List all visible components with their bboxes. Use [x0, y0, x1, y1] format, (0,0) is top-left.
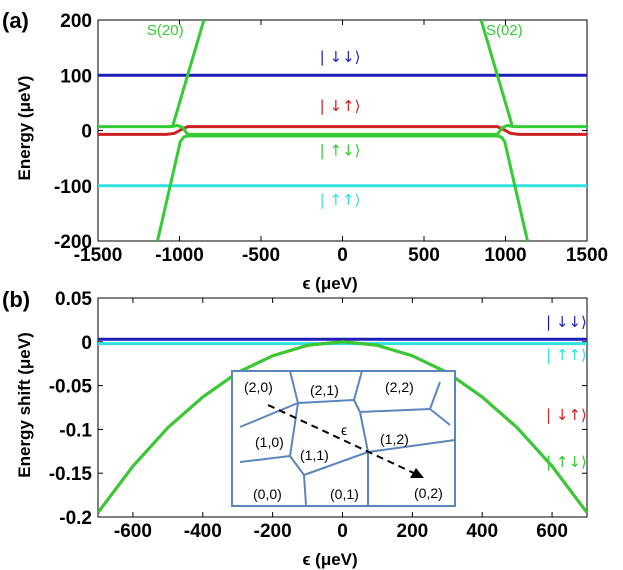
- panel-a-xtick-label: -1500: [74, 245, 123, 266]
- inset-arrow-label: ϵ: [341, 422, 347, 438]
- panel-a-xtick-label: 500: [408, 245, 440, 266]
- panel-a-annotation: | ↓↑⟩: [320, 97, 361, 115]
- panel-b-xlabel: ϵ (μeV): [302, 550, 357, 569]
- panel-b-legend-label: | ↑↓⟩: [546, 453, 587, 471]
- panel-a-xlabel: ϵ (μeV): [302, 274, 357, 293]
- inset-boundary-line: [297, 399, 355, 404]
- inset-boundary-line: [289, 370, 299, 404]
- inset-cell-label: (2,2): [385, 379, 414, 395]
- panel-a-ytick-label: 0: [81, 122, 92, 143]
- panel-b-xtick-label: -400: [184, 521, 222, 542]
- panel-b-legend-label: | ↑↑⟩: [546, 346, 587, 364]
- inset-boundary-line: [303, 451, 369, 476]
- panel-a-ytick-label: 200: [60, 11, 92, 32]
- panel-b-ytick-label: 0: [81, 333, 92, 354]
- panel-a-ylabel: Energy (μeV): [15, 76, 34, 181]
- panel-a-xtick-label: 1000: [484, 245, 526, 266]
- panel-b-xtick-label: -600: [114, 521, 152, 542]
- inset-boundary-line: [429, 381, 441, 410]
- inset-cell-label: (1,2): [380, 431, 409, 447]
- panel-a-annotation: | ↓↓⟩: [320, 48, 361, 66]
- panel-b-ytick-label: -0.05: [49, 377, 93, 398]
- panel-b-legend-label: | ↓↑⟩: [546, 406, 587, 424]
- panel-a-ytick-label: -200: [54, 232, 92, 253]
- panel-a-series-line: [98, 124, 587, 136]
- inset-frame: [231, 370, 456, 507]
- panel-a-label: (a): [2, 8, 29, 33]
- inset-boundary-line: [353, 399, 361, 413]
- panel-b-ylabel: Energy shift (μeV): [15, 332, 34, 477]
- inset-cell-label: (1,1): [300, 447, 329, 463]
- panel-a-xtick-label: -1000: [155, 245, 204, 266]
- panel-a-annotation: S(20): [147, 22, 184, 39]
- panel-b-plot-area: -600 -400 -200 0 200 400 600 0.05 0 -0.05 -0.1 -0.1…: [49, 289, 588, 542]
- panel-b-ytick-label: -0.15: [49, 464, 93, 485]
- inset-boundary-line: [353, 370, 363, 401]
- panel-a-series-line: [98, 125, 587, 136]
- panel-b-inset: (2,0) (2,1) (2,2) (1,0) (1,1) (1,2) (0,0) (0,1)…: [231, 370, 456, 507]
- panel-b-xtick-label: 400: [466, 521, 498, 542]
- panel-a-series-line: [171, 20, 206, 126]
- inset-boundary-line: [303, 474, 307, 506]
- inset-boundary-line: [367, 439, 456, 453]
- panel-b-ytick-label: 0.05: [55, 289, 92, 310]
- panel-b-label: (b): [2, 287, 30, 312]
- panel-b-ytick-label: -0.1: [59, 420, 92, 441]
- inset-cell-label: (0,2): [414, 485, 443, 501]
- panel-b-xtick-label: -200: [254, 521, 292, 542]
- inset-boundary-line: [289, 455, 305, 476]
- panel-b-series-group: [98, 337, 587, 514]
- inset-detuning-arrow-line: [267, 404, 419, 476]
- inset-cell-label: (0,0): [253, 486, 282, 502]
- panel-a-xtick-label: 1500: [566, 245, 608, 266]
- inset-cell-label: (2,0): [244, 379, 273, 395]
- inset-cell-label: (2,1): [310, 382, 339, 398]
- panel-b-xtick-label: 600: [536, 521, 568, 542]
- panel-a-annotation: S(02): [486, 22, 523, 39]
- inset-boundary-line: [359, 411, 369, 453]
- panel-b-xtick-label: 0: [337, 521, 348, 542]
- inset-detuning-arrow-head: [410, 468, 424, 478]
- inset-cell-label: (1,0): [255, 434, 284, 450]
- inset-boundary-line: [239, 455, 291, 463]
- panel-a-ytick-label: -100: [54, 177, 92, 198]
- inset-boundary-line: [239, 402, 299, 428]
- panel-a-annotation: | ↑↓⟩: [320, 141, 361, 159]
- panel-b-legend-label: | ↓↓⟩: [546, 313, 587, 331]
- panel-b-ytick-label: -0.2: [59, 508, 92, 529]
- panel-a-xtick-label: 0: [337, 245, 348, 266]
- inset-boundary-line: [289, 402, 299, 457]
- inset-boundary-line: [359, 408, 431, 413]
- panel-a-annotation: | ↑↑⟩: [320, 191, 361, 209]
- panel-a-series-line: [479, 20, 514, 126]
- panel-a-series-group: [98, 20, 587, 241]
- panel-a: (a) -1500 -1000 -500 0 500 1000 15002001000-10…: [2, 8, 608, 293]
- inset-boundary-line: [429, 408, 451, 426]
- panel-a-xtick-label: -500: [242, 245, 280, 266]
- panel-a-plot-area: -1500 -1000 -500 0 500 1000 15002001000-100-20…: [54, 11, 608, 266]
- panel-a-ytick-label: 100: [60, 66, 92, 87]
- panel-b-series-line: [98, 340, 587, 514]
- panel-a-series-line: [156, 134, 529, 241]
- panel-b-xtick-label: 200: [397, 521, 429, 542]
- panel-b: (b) -600 -400 -200 0 200 400 600 0.05 0 -0.05 -0.1…: [2, 287, 588, 569]
- inset-cell-label: (0,1): [330, 486, 359, 502]
